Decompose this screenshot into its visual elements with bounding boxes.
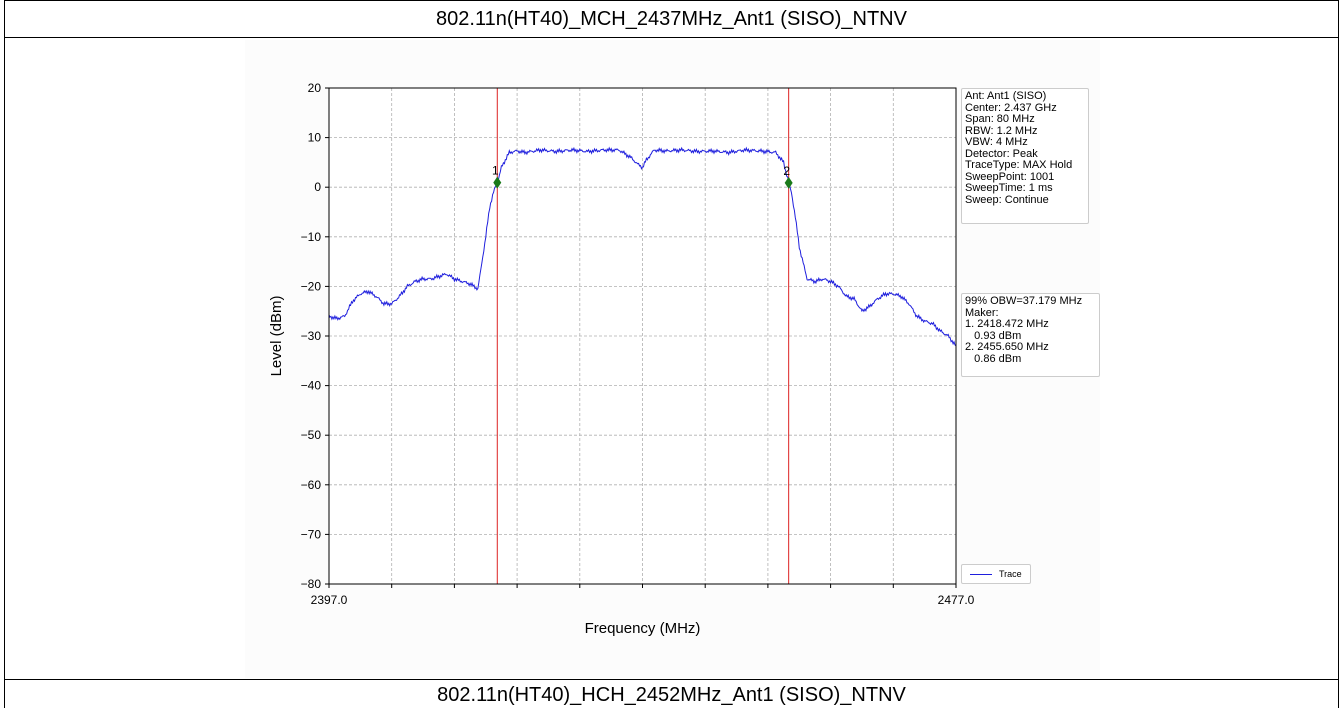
settings-line: VBW: 4 MHz bbox=[965, 136, 1028, 148]
settings-line: Ant: Ant1 (SISO) bbox=[965, 90, 1047, 102]
legend: Trace bbox=[961, 564, 1031, 584]
y-tick-label: −50 bbox=[301, 428, 322, 442]
section-title-bottom: 802.11n(HT40)_HCH_2452MHz_Ant1 (SISO)_NT… bbox=[4, 679, 1339, 708]
y-tick-label: 20 bbox=[308, 81, 322, 95]
x-tick-label: 2477.0 bbox=[938, 593, 975, 607]
y-tick-label: −30 bbox=[301, 329, 322, 343]
marker-point bbox=[493, 176, 502, 189]
legend-label: Trace bbox=[999, 569, 1022, 579]
result-line: 2. 2455.650 MHz bbox=[965, 341, 1049, 353]
y-tick-label: −40 bbox=[301, 379, 322, 393]
table-frame bbox=[4, 0, 1339, 708]
result-line: 1. 2418.472 MHz bbox=[965, 318, 1049, 330]
marker-label: 1 bbox=[492, 164, 499, 178]
spectrum-chart: 20 10 0 −10 −20 −30 −40 −50 −60 −70 −80 2397.0 2477.… bbox=[245, 40, 1100, 678]
marker-label: 2 bbox=[783, 164, 790, 178]
result-box: 99% OBW=37.179 MHz Maker: 1. 2418.472 MH… bbox=[961, 293, 1100, 377]
plot-frame bbox=[328, 87, 957, 585]
result-line: 0.86 dBm bbox=[965, 352, 1022, 365]
result-line: 99% OBW=37.179 MHz bbox=[965, 295, 1083, 307]
y-tick-label: −20 bbox=[301, 279, 322, 293]
y-axis-title: Level (dBm) bbox=[268, 296, 285, 377]
x-tick-label: 2397.0 bbox=[311, 593, 348, 607]
settings-line: Center: 2.437 GHz bbox=[965, 101, 1057, 114]
result-line: 0.93 dBm bbox=[965, 329, 1022, 342]
y-tick-label: 0 bbox=[314, 180, 321, 194]
settings-line: SweepPoint: 1001 bbox=[965, 170, 1055, 183]
legend-swatch bbox=[970, 574, 992, 575]
x-axis-title: Frequency (MHz) bbox=[585, 620, 701, 637]
settings-box: Ant: Ant1 (SISO) Center: 2.437 GHz Span:… bbox=[961, 88, 1089, 224]
settings-line: RBW: 1.2 MHz bbox=[965, 124, 1038, 137]
marker-point bbox=[784, 176, 793, 189]
section-title-top: 802.11n(HT40)_MCH_2437MHz_Ant1 (SISO)_NT… bbox=[4, 0, 1339, 38]
settings-line: Span: 80 MHz bbox=[965, 113, 1035, 125]
y-tick-label: −70 bbox=[301, 527, 322, 541]
settings-line: Sweep: Continue bbox=[965, 193, 1049, 206]
trace-line bbox=[328, 146, 957, 347]
y-tick-label: −80 bbox=[301, 577, 322, 591]
chart-svg: 20 10 0 −10 −20 −30 −40 −50 −60 −70 −80 2397.0 2477.… bbox=[268, 81, 975, 637]
settings-line: TraceType: MAX Hold bbox=[965, 159, 1073, 171]
settings-line: SweepTime: 1 ms bbox=[965, 182, 1053, 194]
y-tick-label: 10 bbox=[308, 131, 322, 145]
y-tick-label: −10 bbox=[301, 230, 322, 244]
settings-line: Detector: Peak bbox=[965, 147, 1038, 160]
result-line: Maker: bbox=[965, 306, 999, 319]
y-tick-label: −60 bbox=[301, 478, 322, 492]
